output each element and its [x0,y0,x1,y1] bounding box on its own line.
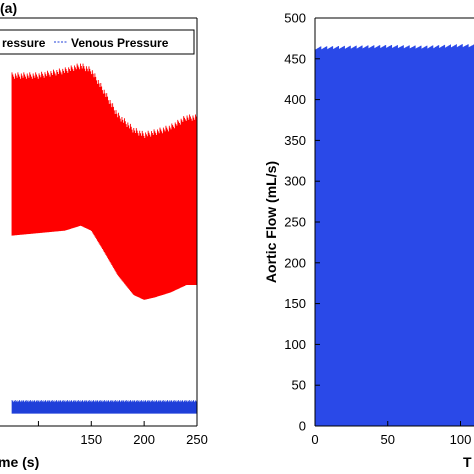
y-tick-label: 250 [284,215,306,230]
left-plot: 150 200 250 ressure Venous Pressure me (s) [0,17,208,470]
y-tick-label: 300 [284,174,306,189]
y-tick-label: 350 [284,133,306,148]
y-tick-label: 0 [299,419,306,434]
legend-arterial-label: ressure [2,36,46,50]
right-y-ticks: 0 50 100 150 200 250 300 350 400 450 500 [284,11,320,434]
y-tick-label: 50 [292,378,306,393]
x-tick-label: 50 [381,432,395,447]
series-venous-pressure-trace [11,400,197,414]
x-tick-label: 150 [80,432,102,447]
right-data-layer [315,44,474,426]
series-arterial-pressure-trace [11,63,197,300]
x-tick-label: 200 [133,432,155,447]
y-tick-label: 500 [284,11,306,26]
left-x-label: me (s) [0,454,39,470]
right-x-label: T [463,454,472,470]
right-y-label: Aortic Flow (mL/s) [263,161,279,283]
y-tick-label: 400 [284,92,306,107]
left-data-layer [11,63,197,414]
series-path [11,400,197,414]
y-tick-label: 450 [284,51,306,66]
panel-a-tag: (a) [0,0,17,16]
legend-venous-label: Venous Pressure [71,36,169,50]
y-tick-label: 150 [284,296,306,311]
left-x-ticks: 150 200 250 [37,421,208,447]
right-x-ticks: 0 50 100 [311,421,471,447]
x-tick-label: 100 [450,432,472,447]
x-tick-label: 0 [311,432,318,447]
series-path [11,63,197,300]
left-legend [0,29,195,55]
right-plot: 0 50 100 150 200 250 300 350 400 450 500 0 50 100 Ao… [263,11,474,470]
x-tick-label: 250 [186,432,208,447]
y-tick-label: 200 [284,255,306,270]
series-aortic-flow-trace [315,44,474,426]
series-path [315,44,474,426]
y-tick-label: 100 [284,337,306,352]
